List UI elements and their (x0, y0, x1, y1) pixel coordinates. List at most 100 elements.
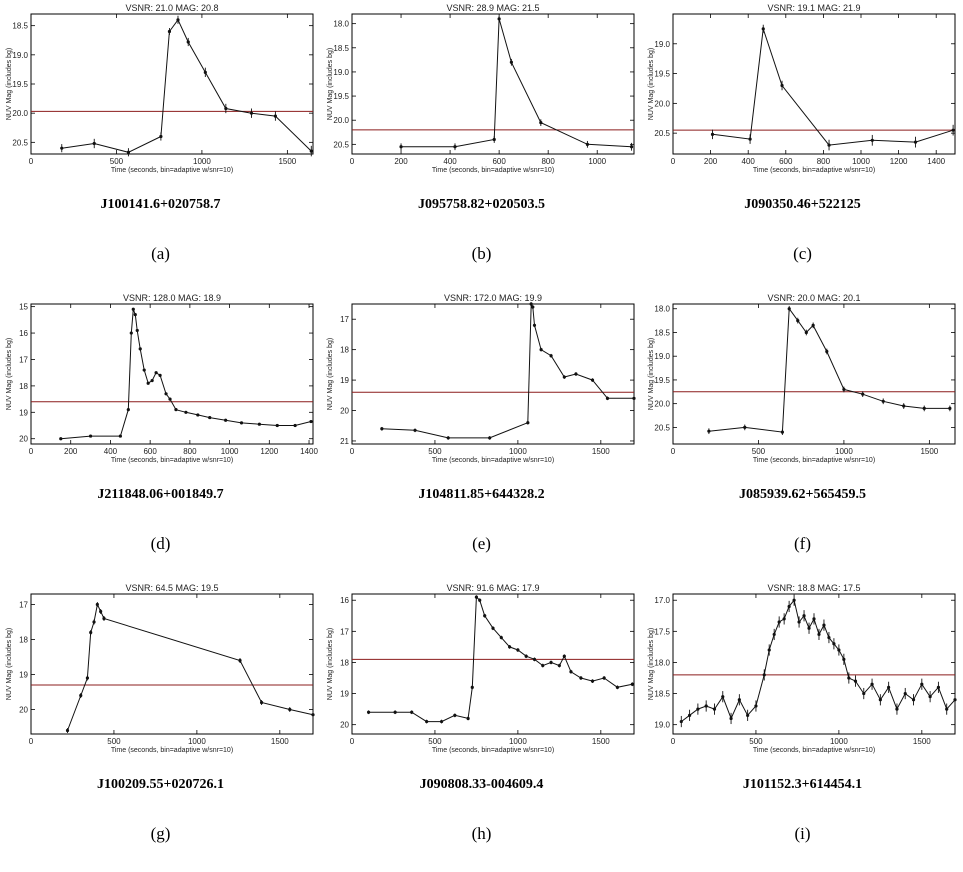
data-point (842, 387, 846, 392)
data-point (579, 676, 583, 680)
x-tick-label: 0 (671, 737, 676, 746)
data-point (797, 620, 801, 624)
x-tick-label: 0 (29, 447, 34, 456)
chart-title: VSNR: 18.8 MAG: 17.5 (767, 583, 860, 593)
data-point (483, 614, 487, 618)
data-point (590, 679, 595, 683)
data-point (478, 598, 482, 602)
x-tick-label: 800 (183, 447, 197, 456)
y-tick-label: 20 (340, 721, 349, 730)
x-tick-label: 800 (541, 157, 555, 166)
x-tick-label: 400 (443, 157, 457, 166)
x-tick-label: 200 (704, 157, 718, 166)
y-tick-label: 19 (340, 376, 349, 385)
data-point (142, 368, 146, 372)
y-tick-label: 18.5 (12, 22, 28, 31)
chart-panel-4: VSNR: 128.0 MAG: 18.9 15 16 17 18 19 20 0 200 400… (0, 290, 321, 580)
object-name: J090808.33-004609.4 (419, 777, 544, 792)
data-point (629, 145, 634, 149)
x-tick-label: 1400 (927, 157, 945, 166)
y-tick-label: 19.5 (333, 92, 349, 101)
y-tick-label: 18.5 (654, 328, 670, 337)
plot-frame (672, 13, 956, 155)
data-point (184, 410, 188, 414)
data-point (425, 719, 429, 724)
data-point (59, 437, 63, 441)
chart-panel-2: VSNR: 28.9 MAG: 21.5 18.0 18.5 19.0 19.5 20.0… (321, 0, 642, 290)
data-point (380, 427, 384, 431)
x-tick-label: 600 (492, 157, 506, 166)
data-point (95, 602, 99, 607)
data-point (453, 145, 457, 149)
x-tick-label: 1200 (890, 157, 908, 166)
data-point (491, 626, 495, 630)
data-point (704, 704, 708, 708)
data-point (782, 617, 786, 621)
data-point (787, 307, 791, 311)
x-axis-label: Time (seconds, bin=adaptive w/snr=10) (432, 167, 554, 174)
data-point (410, 710, 414, 714)
x-tick-label: 1000 (852, 157, 870, 166)
data-point (928, 695, 932, 699)
chart-svg: VSNR: 18.8 MAG: 17.5 17.0 17.5 18.0 18.5 19.0… (648, 583, 957, 754)
data-point (870, 682, 874, 686)
plot-frame (351, 303, 635, 445)
y-tick-label: 17.5 (654, 627, 670, 636)
data-point (249, 111, 254, 115)
chart-panel-5: VSNR: 172.0 MAG: 19.9 17 18 19 20 21 0 500 1000 1… (321, 290, 642, 580)
data-point (780, 430, 784, 434)
data-point (126, 150, 131, 154)
data-point (772, 632, 776, 637)
y-tick-label: 19.5 (654, 376, 670, 385)
object-name: J100209.55+020726.1 (97, 777, 224, 792)
x-tick-label: 1200 (260, 447, 278, 456)
y-tick-label: 18.5 (333, 44, 349, 53)
data-point (707, 429, 711, 433)
y-axis-label: NUV Mag (includes bg) (648, 628, 655, 700)
data-point (922, 406, 926, 411)
data-point (439, 719, 444, 724)
data-point (895, 707, 899, 711)
data-point (453, 713, 457, 717)
data-point (524, 654, 528, 658)
x-tick-label: 200 (64, 447, 78, 456)
x-tick-label: 400 (742, 157, 756, 166)
y-tick-label: 18 (340, 346, 349, 355)
y-tick-label: 19.5 (654, 70, 670, 79)
data-point (133, 312, 137, 317)
y-tick-label: 16 (19, 329, 28, 338)
data-point (488, 436, 492, 440)
data-point (159, 134, 163, 139)
data-point (632, 396, 636, 400)
data-point (79, 693, 83, 698)
x-tick-label: 600 (779, 157, 793, 166)
data-point (88, 434, 93, 438)
data-point (129, 331, 133, 335)
data-point (887, 685, 891, 689)
y-tick-label: 20 (19, 706, 28, 715)
data-point (131, 307, 135, 311)
chart-panel-9: VSNR: 18.8 MAG: 17.5 17.0 17.5 18.0 18.5 19.0… (642, 580, 963, 870)
data-point (509, 60, 513, 64)
data-point (870, 138, 874, 142)
y-axis-label: NUV Mag (includes bg) (327, 628, 334, 700)
object-name: J090350.46+522125 (744, 197, 861, 212)
y-tick-label: 19.5 (12, 80, 28, 89)
light-curve (67, 602, 314, 731)
chart-title: VSNR: 21.0 MAG: 20.8 (125, 3, 218, 13)
y-axis-label: NUV Mag (includes bg) (327, 48, 334, 120)
plot-frame (30, 303, 314, 445)
data-point (585, 142, 590, 146)
chart-svg: VSNR: 20.0 MAG: 20.1 18.0 18.5 19.0 19.5 20.0… (648, 293, 956, 464)
y-tick-label: 19.0 (333, 68, 349, 77)
y-tick-label: 19.0 (12, 51, 28, 60)
data-point (737, 698, 741, 702)
object-name: J095758.82+020503.5 (418, 197, 545, 212)
data-point (796, 319, 800, 323)
light-curve (708, 307, 950, 433)
data-point (827, 635, 831, 640)
y-tick-label: 17.0 (654, 596, 670, 605)
chart-svg: VSNR: 28.9 MAG: 21.5 18.0 18.5 19.0 19.5 20.0… (327, 3, 635, 174)
x-tick-label: 0 (350, 157, 355, 166)
y-axis-label: NUV Mag (includes bg) (648, 338, 655, 410)
